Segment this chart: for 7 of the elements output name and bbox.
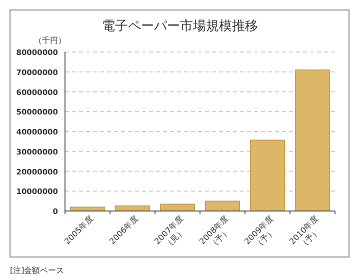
bar (295, 70, 330, 212)
text: [注]金額ベース (10, 266, 64, 275)
y-axis-title: （千円） (34, 36, 66, 45)
chart-title: 電子ペーパー市場規模推移 (102, 19, 258, 34)
bar (205, 200, 240, 212)
bar (160, 204, 195, 212)
bar (250, 140, 285, 212)
